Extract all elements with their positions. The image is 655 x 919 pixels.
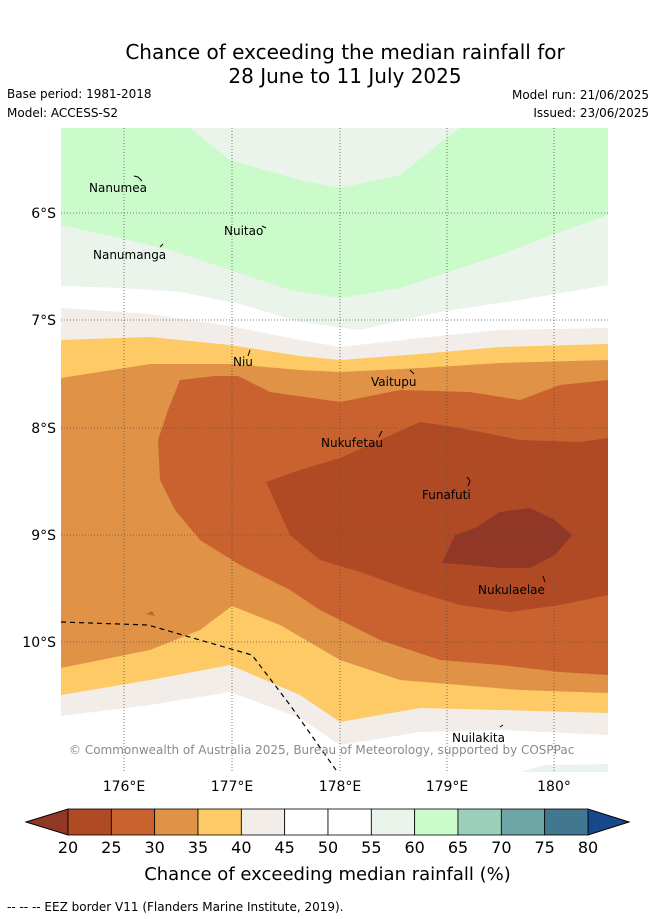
- latitude-ticks: 6°S 7°S 8°S 9°S 10°S: [22, 206, 56, 651]
- lat-tick-7s: 7°S: [31, 313, 56, 329]
- colorbar-tick-label: 80: [578, 838, 598, 857]
- colorbar-tick-label: 35: [188, 838, 208, 857]
- colorbar-label: Chance of exceeding median rainfall (%): [144, 864, 511, 885]
- issued-date: Issued: 23/06/2025: [533, 106, 649, 120]
- colorbar-ticks: 20 25 30 35 40 45 50 55 60 65 70 75 80: [58, 838, 598, 857]
- lat-tick-6s: 6°S: [31, 206, 56, 222]
- colorbar-tick-label: 45: [274, 838, 294, 857]
- base-period: Base period: 1981-2018: [7, 87, 152, 101]
- place-label-nanumanga: Nanumanga: [93, 248, 166, 262]
- colorbar-swatch: [110, 808, 156, 836]
- place-label-nanumea: Nanumea: [89, 181, 147, 195]
- colorbar-tick-label: 50: [318, 838, 338, 857]
- colorbar-swatch: [370, 808, 416, 836]
- copyright-notice: © Commonwealth of Australia 2025, Bureau…: [69, 743, 574, 757]
- place-label-nukufetau: Nukufetau: [321, 436, 383, 450]
- island-outlines: [133, 175, 546, 728]
- map-gridlines: [61, 128, 608, 772]
- colorbar-tick-label: 75: [534, 838, 554, 857]
- model-name: Model: ACCESS-S2: [7, 106, 119, 120]
- lon-tick-180: 180°: [537, 779, 571, 795]
- colorbar-swatch: [327, 808, 372, 836]
- colorbar-tick-label: 60: [404, 838, 424, 857]
- colorbar-tick-label: 20: [58, 838, 78, 857]
- title-line-1: Chance of exceeding the median rainfall …: [125, 40, 565, 64]
- band-low-edge-55-60: [520, 764, 608, 772]
- colorbar-swatch: [240, 808, 286, 836]
- colorbar-tick-label: 25: [101, 838, 121, 857]
- colorbar-tick-label: 40: [231, 838, 251, 857]
- place-label-nukulaelae: Nukulaelae: [478, 583, 545, 597]
- colorbar-swatch: [414, 808, 459, 836]
- colorbar-tick-label: 55: [361, 838, 381, 857]
- lat-tick-8s: 8°S: [31, 421, 56, 437]
- colorbar-swatch: [284, 808, 329, 836]
- colorbar-low-arrow: [24, 808, 69, 836]
- lon-tick-176e: 176°E: [103, 779, 146, 795]
- eez-border-line: [60, 621, 337, 771]
- place-label-vaitupu: Vaitupu: [371, 375, 417, 389]
- lat-tick-9s: 9°S: [31, 528, 56, 544]
- band-low-edge-white: [61, 692, 608, 772]
- place-label-niu: Niu: [233, 355, 253, 369]
- colorbar-tick-label: 70: [491, 838, 511, 857]
- lon-tick-177e: 177°E: [211, 779, 254, 795]
- colorbar-swatch: [197, 808, 242, 836]
- colorbar-tick-label: 30: [144, 838, 164, 857]
- eez-footnote: -- -- -- EEZ border V11 (Flanders Marine…: [7, 900, 344, 914]
- title-line-2: 28 June to 11 July 2025: [228, 64, 462, 88]
- place-label-funafuti: Funafuti: [422, 488, 471, 502]
- lon-tick-179e: 179°E: [426, 779, 469, 795]
- longitude-ticks: 176°E 177°E 178°E 179°E 180°: [103, 779, 571, 795]
- lon-tick-178e: 178°E: [319, 779, 362, 795]
- colorbar-swatch: [544, 808, 589, 836]
- colorbar-swatch: [457, 808, 502, 836]
- colorbar-swatch: [67, 808, 112, 836]
- colorbar-swatches: [67, 808, 589, 836]
- colorbar-swatch: [500, 808, 546, 836]
- model-run: Model run: 21/06/2025: [511, 88, 649, 102]
- colorbar-swatch: [154, 808, 199, 836]
- place-label-nuilakita: Nuilakita: [452, 731, 505, 745]
- place-label-nuitao: Nuitao: [224, 224, 263, 238]
- band-below-20: [442, 508, 572, 568]
- colorbar-high-arrow: [587, 808, 631, 836]
- map-title: Chance of exceeding the median rainfall …: [0, 40, 655, 88]
- place-labels: Nanumea Nuitao Nanumanga Niu Vaitupu Nuk…: [89, 181, 545, 745]
- island-speck: [146, 611, 155, 616]
- lat-tick-10s: 10°S: [22, 635, 56, 651]
- colorbar-tick-label: 65: [448, 838, 468, 857]
